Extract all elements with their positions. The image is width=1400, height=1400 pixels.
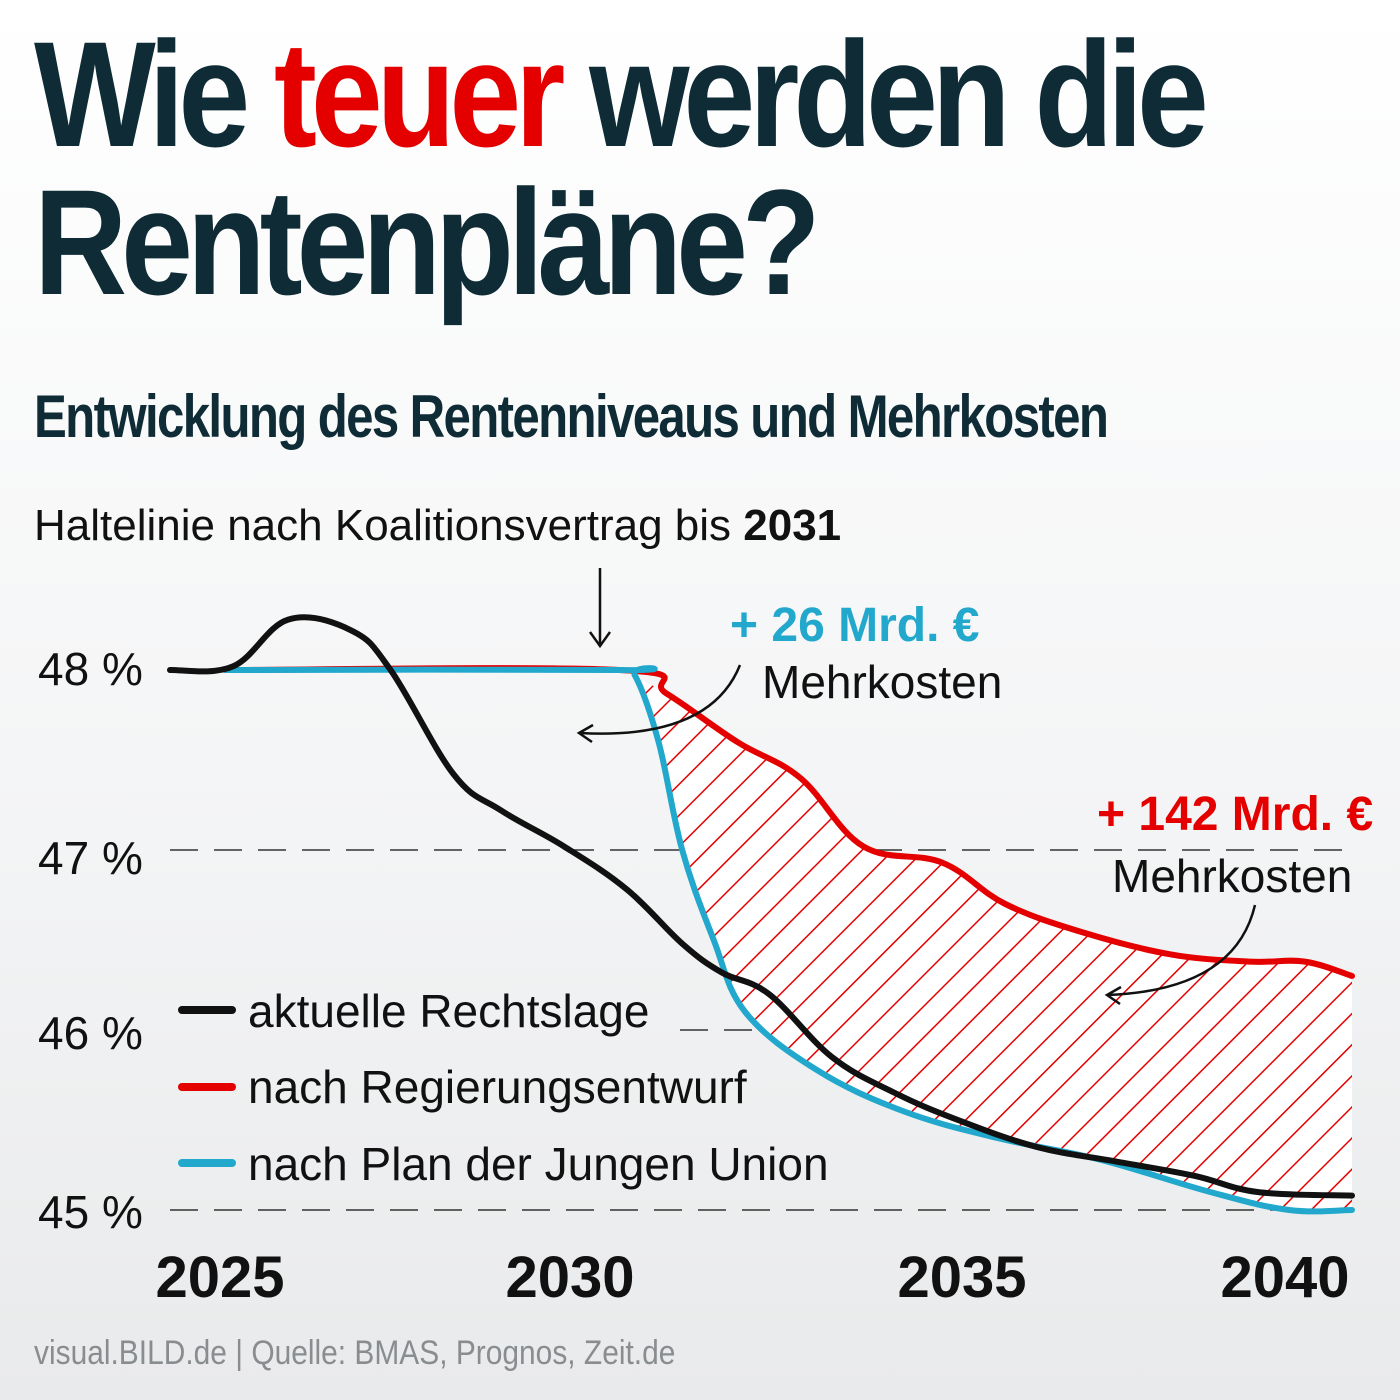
source-footer: visual.BILD.de | Quelle: BMAS, Prognos, … bbox=[34, 1334, 676, 1372]
y-tick-label-46: 46 % bbox=[38, 1007, 143, 1059]
cost-26-value: + 26 Mrd. € bbox=[730, 599, 979, 652]
title-part1: Wie bbox=[34, 10, 274, 178]
haltelinie-year: 2031 bbox=[743, 501, 841, 550]
haltelinie-arrow bbox=[588, 568, 612, 649]
cost-142-arrow bbox=[1104, 904, 1257, 1006]
extra-cost-area bbox=[619, 668, 1352, 1212]
x-tick-label-2040: 2040 bbox=[1220, 1245, 1349, 1310]
haltelinie-label: Haltelinie nach Koalitionsvertrag bis bbox=[34, 501, 743, 550]
legend-label-aktuelle-rechtslage: aktuelle Rechtslage bbox=[248, 985, 649, 1037]
series-line-junge-union bbox=[222, 665, 1355, 1215]
legend-item-junge-union: nach Plan der Jungen Union bbox=[178, 1138, 829, 1190]
cost-142-value: + 142 Mrd. € bbox=[1097, 788, 1373, 841]
x-tick-label-2035: 2035 bbox=[897, 1245, 1026, 1310]
title-highlight: teuer bbox=[273, 10, 565, 178]
y-tick-label-48: 48 % bbox=[38, 643, 143, 695]
cost-annotation-142: + 142 Mrd. € Mehrkosten bbox=[1097, 788, 1373, 1006]
cost-26-arrow bbox=[576, 664, 742, 744]
cost-142-label: Mehrkosten bbox=[1112, 850, 1352, 902]
chart-title: Wie teuer werden die Rentenpläne? bbox=[34, 19, 1209, 317]
x-tick-label-2030: 2030 bbox=[505, 1245, 634, 1310]
legend-label-junge-union: nach Plan der Jungen Union bbox=[248, 1138, 829, 1190]
x-tick-label-2025: 2025 bbox=[155, 1245, 284, 1310]
y-axis-labels: 48 % 47 % 46 % 45 % bbox=[38, 643, 143, 1238]
legend: aktuelle Rechtslage nach Regierungsentwu… bbox=[178, 985, 829, 1190]
cost-annotation-26: + 26 Mrd. € Mehrkosten bbox=[576, 599, 1002, 744]
legend-item-aktuelle-rechtslage: aktuelle Rechtslage bbox=[178, 985, 649, 1037]
title-line2: Rentenpläne? bbox=[34, 158, 821, 326]
y-tick-label-45: 45 % bbox=[38, 1186, 143, 1238]
series-line-aktuelle-rechtslage bbox=[167, 614, 1355, 1199]
legend-label-regierungsentwurf: nach Regierungsentwurf bbox=[248, 1061, 747, 1113]
title-part2: werden die bbox=[559, 10, 1209, 178]
pension-level-chart: 48 % 47 % 46 % 45 % 2025 2030 2035 2040 … bbox=[34, 501, 1373, 1310]
haltelinie-annotation: Haltelinie nach Koalitionsvertrag bis 20… bbox=[34, 501, 841, 649]
y-tick-label-47: 47 % bbox=[38, 832, 143, 884]
chart-subtitle: Entwicklung des Rentenniveaus und Mehrko… bbox=[34, 383, 1109, 450]
x-axis-labels: 2025 2030 2035 2040 bbox=[155, 1245, 1349, 1310]
haltelinie-text: Haltelinie nach Koalitionsvertrag bis 20… bbox=[34, 501, 841, 550]
cost-26-label: Mehrkosten bbox=[762, 656, 1002, 708]
legend-item-regierungsentwurf: nach Regierungsentwurf bbox=[178, 1061, 747, 1113]
